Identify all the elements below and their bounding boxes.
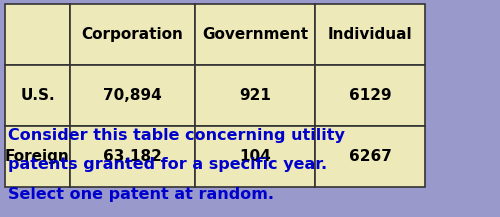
Bar xyxy=(5,65,70,126)
Text: Individual: Individual xyxy=(328,27,412,42)
Text: Government: Government xyxy=(202,27,308,42)
Bar xyxy=(315,65,425,126)
Bar xyxy=(70,126,195,187)
Bar xyxy=(5,4,70,65)
Text: 104: 104 xyxy=(239,149,271,164)
Text: Consider this table concerning utility: Consider this table concerning utility xyxy=(8,128,344,143)
Bar xyxy=(195,4,315,65)
Text: 63,182: 63,182 xyxy=(103,149,162,164)
Bar xyxy=(70,4,195,65)
Bar xyxy=(195,126,315,187)
Bar xyxy=(70,65,195,126)
Bar xyxy=(5,126,70,187)
Text: patents granted for a specific year.: patents granted for a specific year. xyxy=(8,157,326,172)
Text: 6129: 6129 xyxy=(348,88,392,103)
Text: 921: 921 xyxy=(239,88,271,103)
Bar xyxy=(315,126,425,187)
Bar xyxy=(195,65,315,126)
Bar xyxy=(315,4,425,65)
Text: Corporation: Corporation xyxy=(82,27,184,42)
Text: 6267: 6267 xyxy=(348,149,392,164)
Text: 70,894: 70,894 xyxy=(103,88,162,103)
Text: Select one patent at random.: Select one patent at random. xyxy=(8,187,274,202)
Text: U.S.: U.S. xyxy=(20,88,55,103)
Text: Foreign: Foreign xyxy=(5,149,70,164)
